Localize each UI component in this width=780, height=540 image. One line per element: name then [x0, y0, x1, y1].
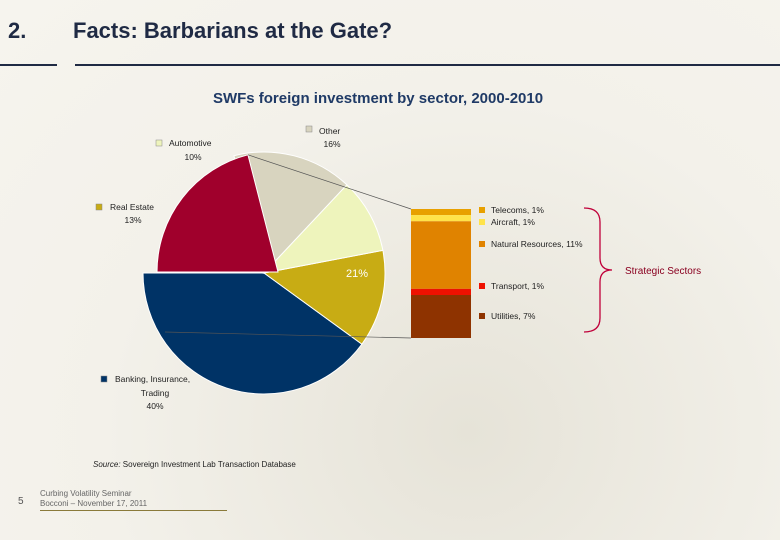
footer-page-number: 5	[18, 496, 24, 507]
pie-slice-strategic	[156, 154, 279, 273]
slice-pct-real: 13%	[124, 215, 141, 225]
legend-swatch-real	[95, 203, 103, 211]
pie-slice-banking	[142, 272, 363, 395]
bar-segment-natural	[411, 221, 471, 289]
bar-segment-aircraft	[411, 215, 471, 222]
pie-slice-automotive	[262, 184, 384, 274]
slice-pct-strategic: 21%	[346, 268, 368, 280]
connector-bottom	[164, 331, 412, 339]
source-text: Sovereign Investment Lab Transaction Dat…	[120, 460, 296, 469]
breakdown-swatch-natural	[479, 241, 485, 247]
strategic-sectors-bracket	[583, 207, 613, 333]
legend-swatch-banking	[100, 375, 108, 383]
strategic-sectors-label: Strategic Sectors	[625, 266, 701, 277]
slice-label-automotive: Automotive	[169, 138, 212, 148]
bar-segment-telecoms	[411, 209, 471, 216]
breakdown-label-telecoms: Telecoms, 1%	[491, 205, 544, 215]
connector-top	[247, 154, 412, 210]
title-rule-left	[0, 64, 57, 66]
footer-line-1: Curbing Volatility Seminar	[40, 489, 132, 498]
footer-rule	[40, 510, 227, 511]
source-prefix: Source:	[93, 460, 121, 469]
breakdown-label-natural: Natural Resources, 11%	[491, 239, 583, 249]
slice-pct-other: 16%	[323, 139, 340, 149]
pie-slice-real	[262, 249, 386, 345]
slice-label-banking-1: Banking, Insurance,	[115, 374, 190, 384]
footer-line-2: Bocconi – November 17, 2011	[40, 499, 148, 508]
chart-title-text: SWFs foreign investment by sector, 2000-…	[212, 90, 544, 107]
slice-label-real: Real Estate	[110, 202, 154, 212]
footer-text: Curbing Volatility Seminar Bocconi – Nov…	[40, 489, 147, 509]
breakdown-swatch-utilities	[479, 313, 485, 319]
bar-segment-utilities	[411, 295, 471, 338]
legend-swatch-automotive	[155, 139, 163, 147]
slice-label-banking-2: Trading	[141, 388, 170, 398]
slide-title: Facts: Barbarians at the Gate?	[73, 18, 393, 43]
breakdown-swatch-transport	[479, 283, 485, 289]
breakdown-label-aircraft: Aircraft, 1%	[491, 217, 535, 227]
bar-segment-transport	[411, 288, 471, 295]
slice-label-other: Other	[319, 126, 340, 136]
title-rule-right	[75, 64, 780, 66]
breakdown-swatch-telecoms	[479, 207, 485, 213]
slice-pct-automotive: 10%	[184, 152, 201, 162]
legend-swatch-other	[305, 125, 313, 133]
breakdown-label-utilities: Utilities, 7%	[491, 311, 536, 321]
slice-pct-banking: 40%	[146, 401, 163, 411]
breakdown-swatch-aircraft	[479, 219, 485, 225]
slide-number: 2.	[8, 18, 27, 43]
chart-title: SWFs foreign investment by sector, 2000-…	[0, 90, 780, 107]
breakdown-label-transport: Transport, 1%	[491, 281, 545, 291]
source-note: Source: Sovereign Investment Lab Transac…	[93, 460, 296, 469]
